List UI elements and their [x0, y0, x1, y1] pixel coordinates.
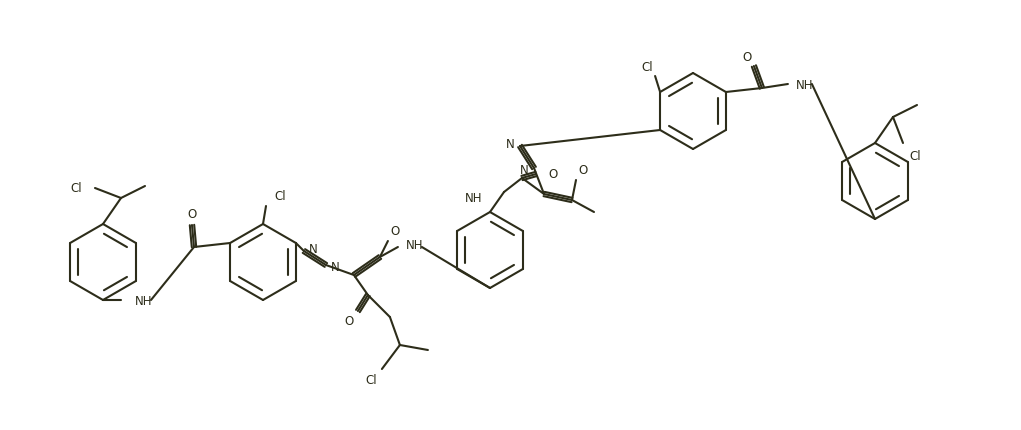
Text: N: N — [521, 164, 529, 177]
Text: NH: NH — [796, 78, 814, 91]
Text: NH: NH — [406, 239, 424, 252]
Text: NH: NH — [135, 295, 152, 308]
Text: N: N — [309, 243, 318, 256]
Text: O: O — [345, 315, 354, 328]
Text: NH: NH — [465, 192, 482, 205]
Text: O: O — [578, 164, 587, 177]
Text: Cl: Cl — [366, 374, 377, 387]
Text: Cl: Cl — [70, 182, 82, 195]
Text: Cl: Cl — [274, 190, 286, 203]
Text: Cl: Cl — [641, 60, 653, 74]
Text: N: N — [506, 138, 515, 151]
Text: O: O — [548, 168, 557, 181]
Text: Cl: Cl — [909, 149, 921, 162]
Text: O: O — [390, 225, 399, 238]
Text: O: O — [742, 50, 751, 63]
Text: O: O — [188, 208, 197, 221]
Text: N: N — [331, 261, 340, 274]
